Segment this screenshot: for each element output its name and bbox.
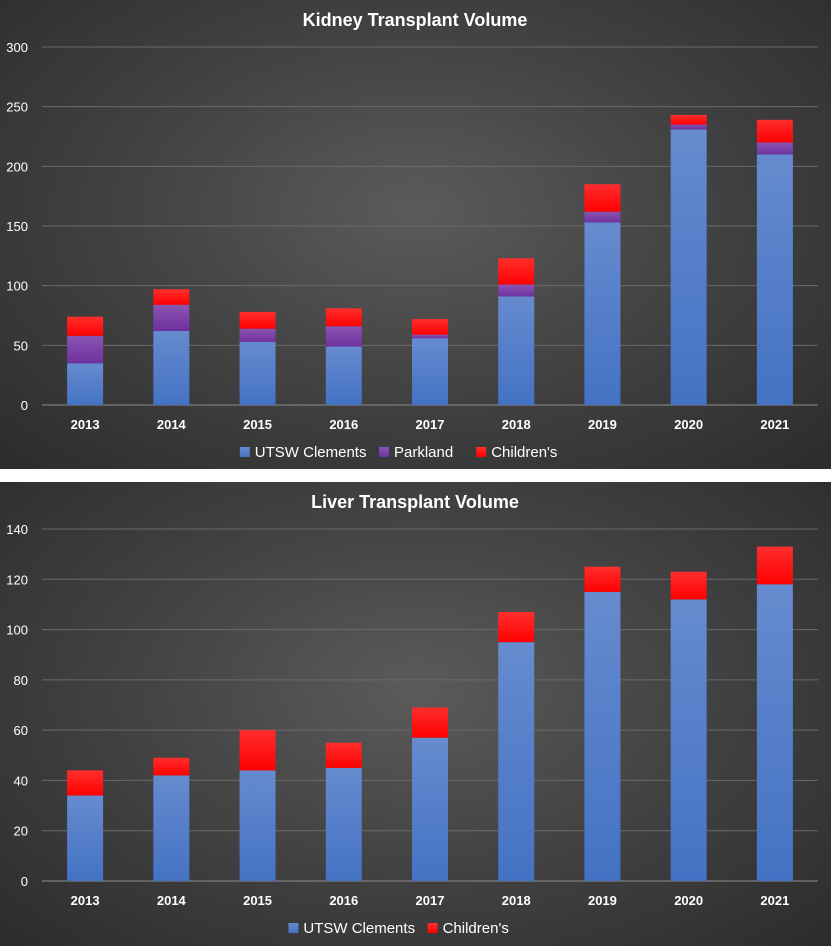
y-tick-label: 200 xyxy=(6,159,28,174)
x-tick-label: 2015 xyxy=(243,417,272,432)
y-tick-label: 140 xyxy=(6,522,28,537)
bar-parkland-2013 xyxy=(67,335,104,364)
legend-swatch xyxy=(379,447,389,457)
y-tick-label: 80 xyxy=(14,673,28,688)
x-tick-label: 2020 xyxy=(674,893,703,908)
bar-parkland-2019 xyxy=(584,211,621,223)
legend-label: UTSW Clements xyxy=(303,920,415,937)
bar-children-s-2020 xyxy=(670,571,707,600)
legend-swatch xyxy=(427,923,438,933)
bar-children-s-2014 xyxy=(153,757,190,776)
y-tick-label: 250 xyxy=(6,100,28,115)
y-tick-label: 150 xyxy=(6,219,28,234)
bar-utsw-clements-2016 xyxy=(325,346,362,405)
bar-children-s-2013 xyxy=(67,770,104,796)
x-tick-label: 2017 xyxy=(416,417,445,432)
bar-utsw-clements-2019 xyxy=(584,222,621,405)
y-tick-label: 0 xyxy=(21,398,28,413)
kidney-chart: Kidney Transplant Volume 0 50 100 150 200 250… xyxy=(6,10,818,461)
bar-utsw-clements-2021 xyxy=(756,584,793,881)
bar-children-s-2021 xyxy=(756,119,793,143)
y-tick-label: 100 xyxy=(6,623,28,638)
legend-swatch xyxy=(239,447,250,457)
x-tick-label: 2018 xyxy=(502,893,531,908)
bar-utsw-clements-2014 xyxy=(153,775,190,881)
bar-utsw-clements-2015 xyxy=(239,341,276,405)
y-tick-label: 40 xyxy=(14,773,28,788)
bar-utsw-clements-2016 xyxy=(325,767,362,881)
legend-swatch xyxy=(476,447,487,457)
x-tick-label: 2019 xyxy=(588,893,617,908)
bar-utsw-clements-2019 xyxy=(584,591,621,881)
x-tick-label: 2013 xyxy=(71,893,100,908)
bar-children-s-2015 xyxy=(239,311,276,329)
bar-parkland-2018 xyxy=(498,284,535,297)
bar-children-s-2021 xyxy=(756,546,793,585)
y-tick-label: 300 xyxy=(6,40,28,55)
y-tick-label: 50 xyxy=(14,338,28,353)
bar-children-s-2017 xyxy=(412,319,448,335)
x-tick-label: 2018 xyxy=(502,417,531,432)
x-tick-label: 2013 xyxy=(71,417,100,432)
chart-title: Kidney Transplant Volume xyxy=(303,10,528,30)
y-tick-label: 20 xyxy=(14,824,28,839)
x-tick-label: 2019 xyxy=(588,417,617,432)
bar-children-s-2016 xyxy=(325,742,362,768)
x-tick-label: 2021 xyxy=(760,417,789,432)
bar-parkland-2021 xyxy=(756,142,793,155)
bar-utsw-clements-2021 xyxy=(756,154,793,405)
bar-utsw-clements-2018 xyxy=(498,642,535,881)
bar-utsw-clements-2017 xyxy=(412,338,448,405)
x-tick-label: 2016 xyxy=(329,893,358,908)
bar-children-s-2018 xyxy=(498,258,535,285)
bar-parkland-2017 xyxy=(412,334,448,339)
kidney-chart-panel: Kidney Transplant Volume 0 50 100 150 200 250… xyxy=(0,0,831,469)
x-tick-label: 2017 xyxy=(416,893,445,908)
bar-children-s-2020 xyxy=(670,115,707,125)
liver-chart: Liver Transplant Volume 0 20 40 60 80 100 120 1… xyxy=(6,492,818,937)
x-tick-label: 2015 xyxy=(243,893,272,908)
legend-label: Parkland xyxy=(394,444,453,461)
bar-parkland-2015 xyxy=(239,328,276,342)
bar-children-s-2019 xyxy=(584,184,621,212)
bar-children-s-2019 xyxy=(584,566,621,592)
bar-utsw-clements-2013 xyxy=(67,795,104,881)
bar-children-s-2013 xyxy=(67,316,104,336)
bar-utsw-clements-2018 xyxy=(498,296,535,405)
bar-utsw-clements-2020 xyxy=(670,599,707,881)
legend-label: Children's xyxy=(443,920,509,937)
bar-children-s-2017 xyxy=(412,707,448,738)
y-tick-label: 0 xyxy=(21,874,28,889)
liver-chart-panel: Liver Transplant Volume 0 20 40 60 80 100 120 1… xyxy=(0,482,831,946)
bar-parkland-2020 xyxy=(670,124,707,130)
bar-utsw-clements-2015 xyxy=(239,770,276,881)
x-tick-label: 2014 xyxy=(157,417,187,432)
x-tick-label: 2016 xyxy=(329,417,358,432)
bar-utsw-clements-2017 xyxy=(412,737,448,881)
bar-children-s-2014 xyxy=(153,289,190,305)
x-tick-label: 2020 xyxy=(674,417,703,432)
bar-parkland-2016 xyxy=(325,326,362,347)
bar-utsw-clements-2013 xyxy=(67,363,104,405)
y-tick-label: 120 xyxy=(6,572,28,587)
x-tick-label: 2014 xyxy=(157,893,187,908)
legend-label: Children's xyxy=(491,444,557,461)
bar-utsw-clements-2020 xyxy=(670,129,707,405)
y-tick-label: 60 xyxy=(14,723,28,738)
chart-title: Liver Transplant Volume xyxy=(311,492,519,512)
bar-children-s-2018 xyxy=(498,611,535,643)
x-tick-label: 2021 xyxy=(760,893,789,908)
legend-swatch xyxy=(288,923,299,933)
bar-children-s-2016 xyxy=(325,308,362,327)
bar-children-s-2015 xyxy=(239,730,276,771)
legend-label: UTSW Clements xyxy=(255,444,367,461)
bar-utsw-clements-2014 xyxy=(153,331,190,405)
bar-parkland-2014 xyxy=(153,304,190,332)
y-tick-label: 100 xyxy=(6,279,28,294)
